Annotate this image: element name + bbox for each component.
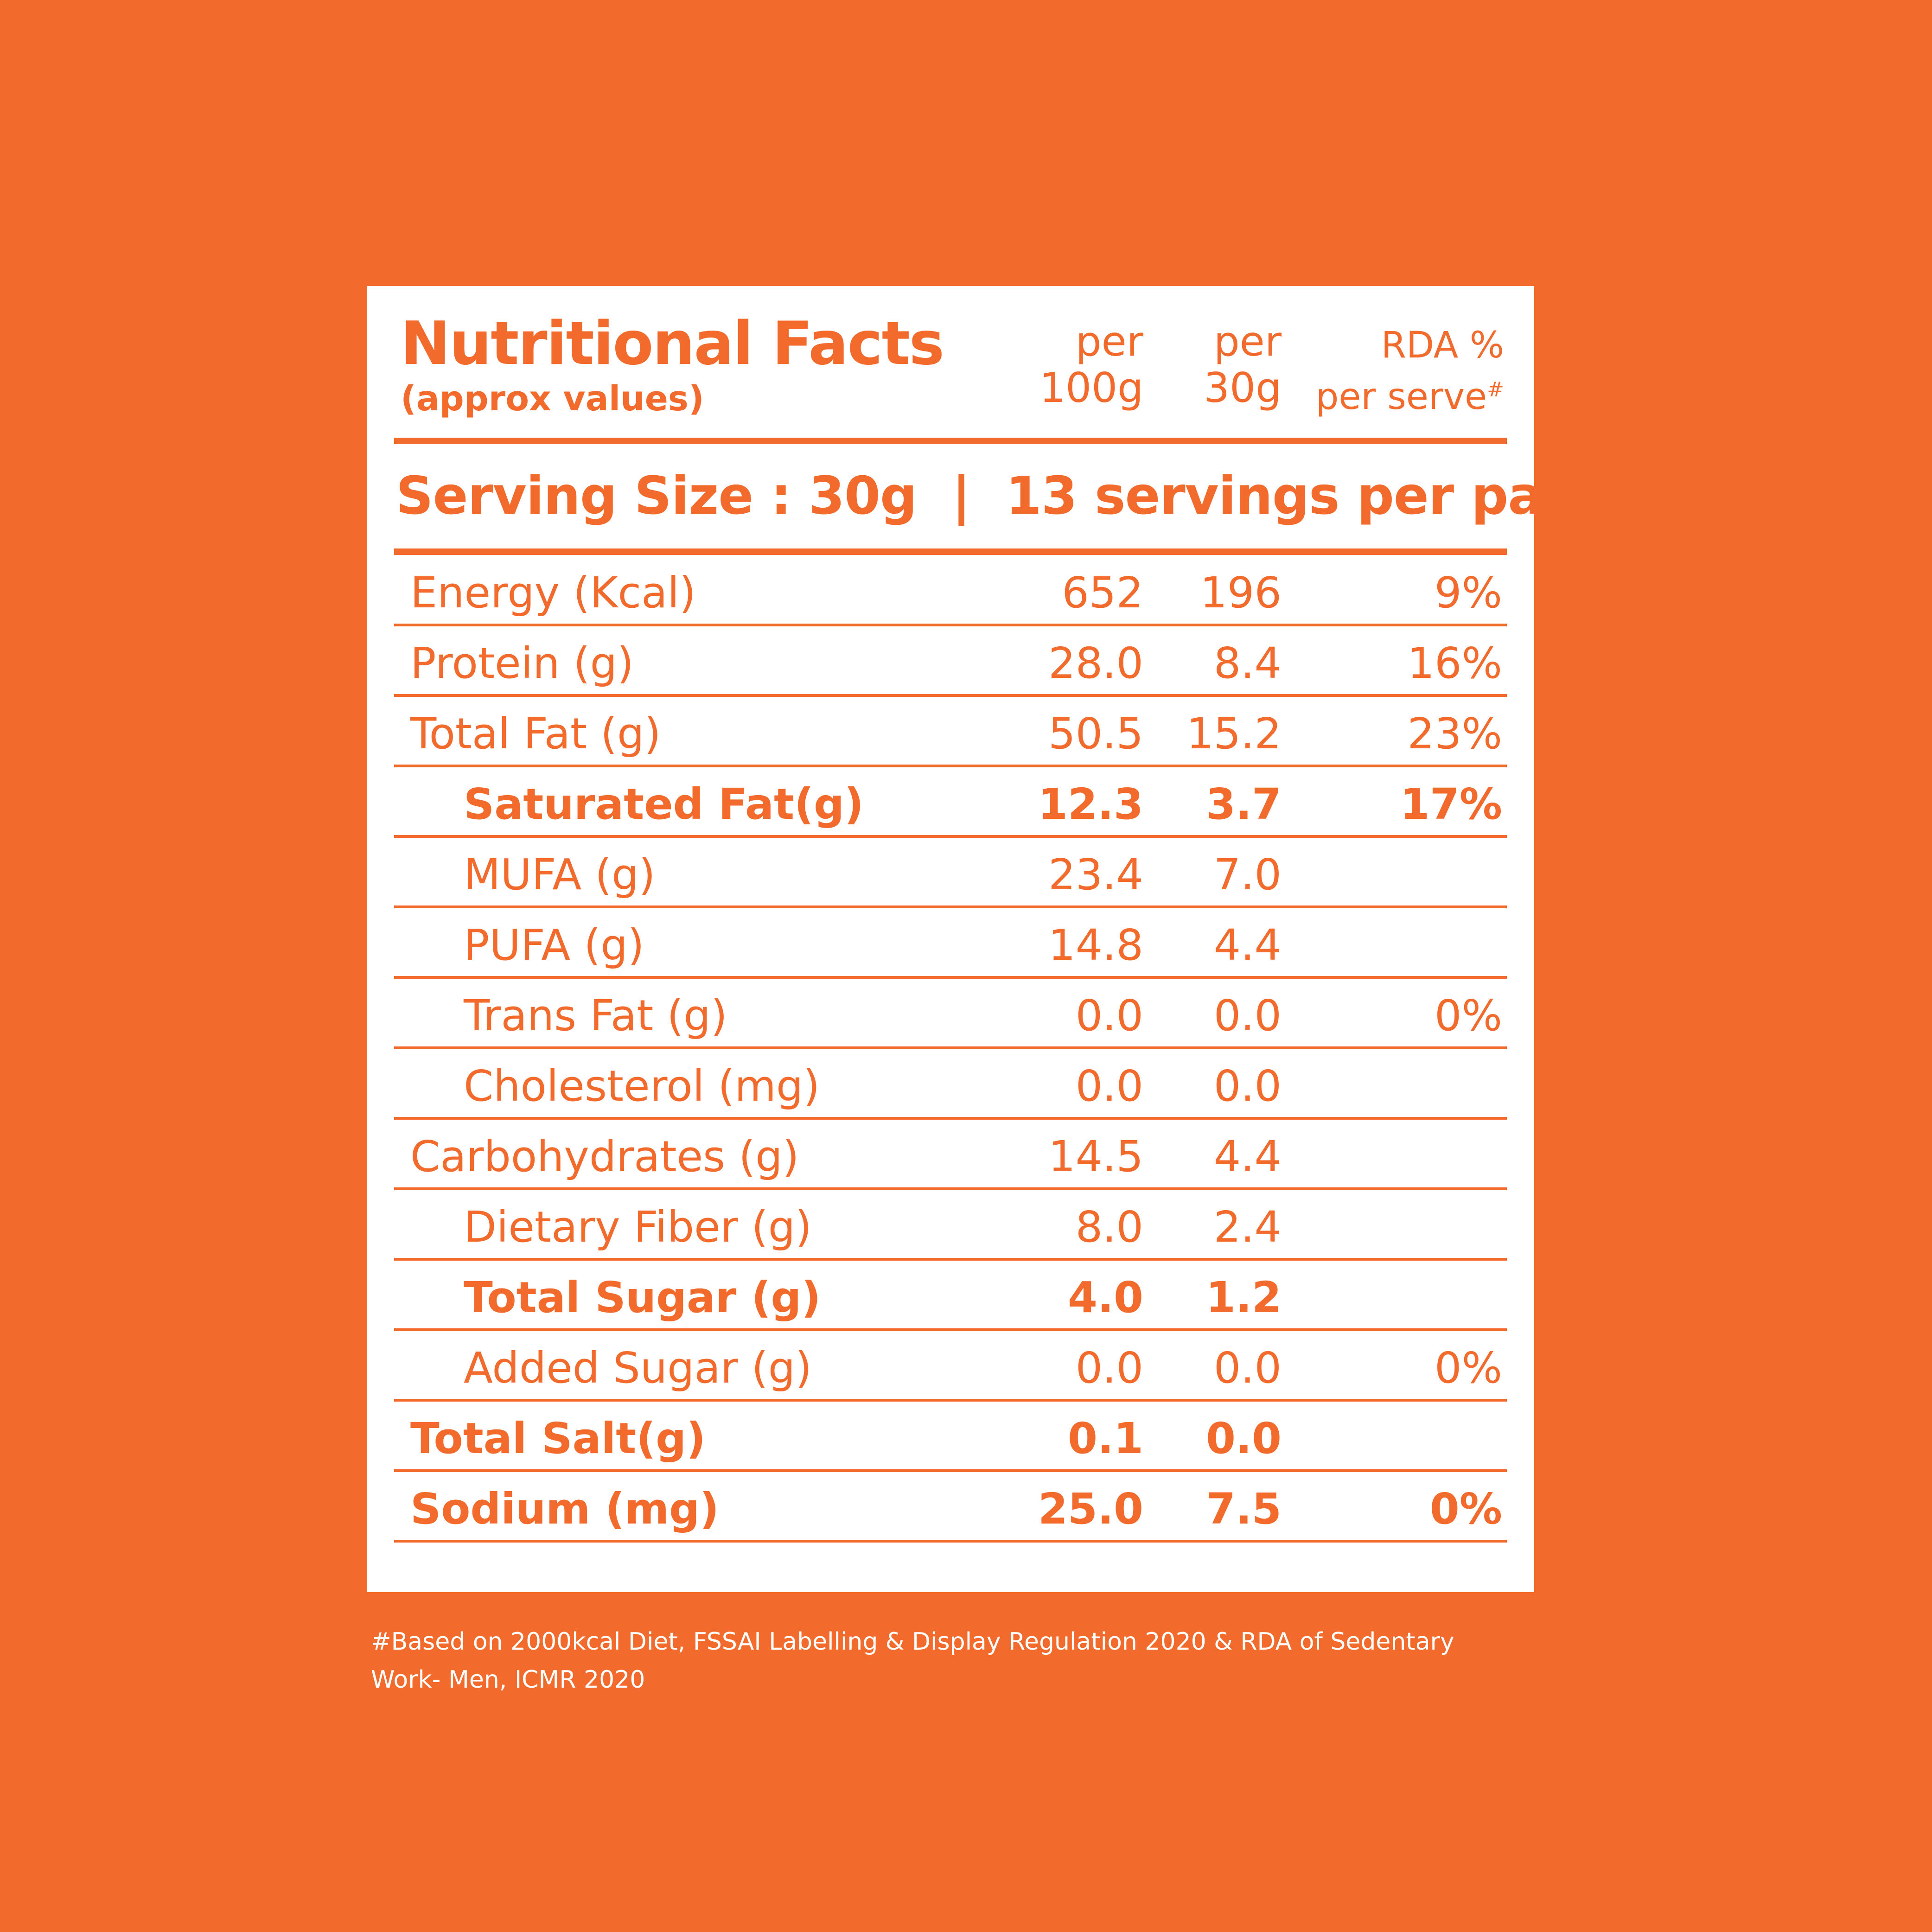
nutrient-label: Added Sugar (g) (464, 1343, 812, 1393)
value-per-30g: 1.2 (1206, 1273, 1282, 1322)
nutrient-row: Saturated Fat(g) 12.3 3.7 17% (394, 767, 1507, 838)
value-rda: 0% (1435, 991, 1502, 1040)
column-header-line: per (1213, 318, 1282, 365)
value-per-30g: 3.7 (1206, 779, 1282, 829)
value-per-100g: 25.0 (1038, 1484, 1143, 1534)
nutrition-facts-panel: Nutritional Facts (approx values) per 10… (367, 286, 1607, 1592)
value-per-30g: 0.0 (1213, 991, 1282, 1040)
nutrient-label: Carbohydrates (g) (410, 1132, 799, 1181)
nutrient-label: Dietary Fiber (g) (464, 1202, 812, 1252)
nutrient-row: MUFA (g) 23.4 7.0 (394, 838, 1507, 908)
nutrient-label: MUFA (g) (464, 850, 656, 899)
nutrient-row: Total Sugar (g) 4.0 1.2 (394, 1261, 1507, 1331)
column-header-line: 30g (1204, 364, 1282, 412)
value-per-30g: 2.4 (1213, 1202, 1282, 1252)
divider (394, 438, 1507, 444)
value-rda: 0% (1435, 1343, 1502, 1393)
nutrient-row: Total Salt(g) 0.1 0.0 (394, 1402, 1507, 1472)
nutrient-label: Sodium (mg) (410, 1484, 720, 1534)
nutrient-label: Total Salt(g) (410, 1414, 706, 1463)
nutrient-label: Energy (Kcal) (410, 568, 696, 618)
footnote-line: Work- Men, ICMR 2020 (371, 1666, 645, 1694)
footnote-line: #Based on 2000kcal Diet, FSSAI Labelling… (371, 1628, 1454, 1656)
value-per-30g: 8.4 (1213, 638, 1282, 688)
nutrient-row: Protein (g) 28.0 8.4 16% (394, 626, 1507, 697)
column-header-text: per serve (1315, 376, 1487, 418)
value-per-30g: 7.5 (1206, 1484, 1282, 1534)
nutrient-table: Energy (Kcal) 652 196 9% Protein (g) 28.0 8.4 1… (394, 556, 1507, 1543)
value-rda: 9% (1435, 568, 1502, 618)
value-per-100g: 0.0 (1075, 1061, 1143, 1111)
value-per-30g: 7.0 (1213, 850, 1282, 899)
column-header-per-30g: per 30g (1204, 319, 1282, 411)
nutrient-label: Trans Fat (g) (464, 991, 727, 1040)
value-rda: 16% (1407, 638, 1502, 688)
value-per-100g: 23.4 (1048, 850, 1143, 899)
column-header-rda: RDA % per serve# (1316, 323, 1504, 419)
value-rda: 0% (1429, 1484, 1502, 1534)
value-per-100g: 652 (1062, 568, 1143, 618)
serving-info: Serving Size : 30g | 13 servings per pac… (396, 466, 1607, 526)
nutrient-row: PUFA (g) 14.8 4.4 (394, 908, 1507, 979)
value-per-30g: 4.4 (1213, 920, 1282, 970)
value-per-100g: 14.8 (1048, 920, 1143, 970)
nutrient-row: Dietary Fiber (g) 8.0 2.4 (394, 1190, 1507, 1261)
nutrient-row: Total Fat (g) 50.5 15.2 23% (394, 697, 1507, 767)
value-per-100g: 4.0 (1068, 1273, 1143, 1322)
value-per-30g: 15.2 (1186, 709, 1282, 759)
nutrient-label: Cholesterol (mg) (464, 1061, 820, 1111)
value-per-100g: 12.3 (1038, 779, 1143, 829)
column-header-per-100g: per 100g (1039, 319, 1143, 411)
nutrient-label: Protein (g) (410, 638, 634, 688)
nutrient-label: Total Fat (g) (410, 709, 661, 759)
value-per-100g: 28.0 (1048, 638, 1143, 688)
value-per-100g: 0.0 (1075, 991, 1143, 1040)
value-rda: 23% (1407, 709, 1502, 759)
value-per-30g: 196 (1200, 568, 1282, 618)
value-per-100g: 14.5 (1048, 1132, 1143, 1181)
column-header-line: RDA % (1381, 325, 1504, 366)
value-per-100g: 0.1 (1068, 1414, 1143, 1463)
column-header-line: 100g (1039, 364, 1143, 412)
footnote-mark: # (1487, 378, 1504, 402)
nutrient-label: Total Sugar (g) (464, 1273, 821, 1322)
nutrient-row: Trans Fat (g) 0.0 0.0 0% (394, 979, 1507, 1049)
divider (394, 548, 1507, 555)
nutrient-label: PUFA (g) (464, 920, 644, 970)
value-rda: 17% (1400, 779, 1502, 829)
value-per-100g: 50.5 (1048, 709, 1143, 759)
value-per-30g: 0.0 (1213, 1061, 1282, 1111)
nutrient-row: Sodium (mg) 25.0 7.5 0% (394, 1472, 1507, 1543)
value-per-30g: 4.4 (1213, 1132, 1282, 1181)
subtitle: (approx values) (401, 379, 704, 419)
nutrient-row: Cholesterol (mg) 0.0 0.0 (394, 1049, 1507, 1120)
value-per-100g: 0.0 (1075, 1343, 1143, 1393)
value-per-100g: 8.0 (1075, 1202, 1143, 1252)
title: Nutritional Facts (401, 309, 944, 378)
column-header-line: per serve# (1316, 368, 1504, 419)
value-per-30g: 0.0 (1206, 1414, 1282, 1463)
value-per-30g: 0.0 (1213, 1343, 1282, 1393)
nutrient-row: Added Sugar (g) 0.0 0.0 0% (394, 1331, 1507, 1402)
nutrient-row: Energy (Kcal) 652 196 9% (394, 556, 1507, 626)
footnote: #Based on 2000kcal Diet, FSSAI Labelling… (371, 1623, 1530, 1699)
nutrient-row: Carbohydrates (g) 14.5 4.4 (394, 1120, 1507, 1190)
column-header-line: per (1075, 318, 1143, 365)
nutrient-label: Saturated Fat(g) (464, 779, 864, 829)
